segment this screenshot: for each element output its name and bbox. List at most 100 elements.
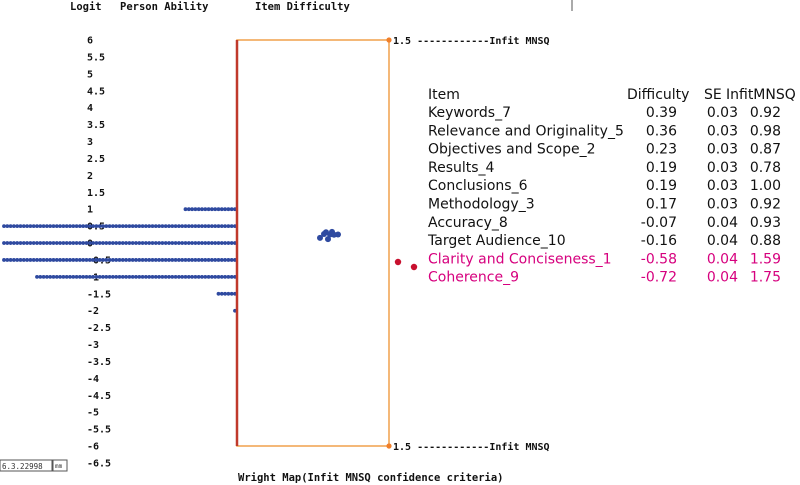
person-dot	[120, 274, 125, 279]
person-dot	[180, 224, 185, 229]
person-dot	[35, 258, 39, 262]
person-dot	[167, 241, 171, 245]
y-tick-label: -3	[87, 340, 99, 351]
person-dot	[213, 224, 218, 229]
person-dot	[200, 241, 204, 245]
y-tick-label: 1	[87, 205, 93, 216]
table-cell-difficulty: -0.72	[641, 270, 677, 286]
person-dot	[41, 258, 46, 262]
person-dot	[153, 274, 158, 279]
logit-header: Logit	[70, 1, 102, 13]
person-row	[2, 258, 237, 262]
corner-readout: 6.3.22998	[2, 462, 43, 471]
person-dot	[64, 258, 69, 262]
table-cell-infit: 0.78	[750, 160, 781, 176]
person-dot	[216, 224, 221, 229]
person-dot	[28, 258, 33, 262]
table-cell-item: Objectives and Scope_2	[428, 142, 595, 158]
table-cell-se: 0.04	[707, 215, 738, 231]
person-dot	[35, 224, 39, 229]
person-dot	[203, 274, 208, 279]
table-cell-difficulty: -0.07	[641, 215, 677, 231]
person-dot	[180, 274, 185, 279]
person-dot	[2, 224, 6, 229]
person-dot	[186, 258, 191, 262]
table-cell-item: Relevance and Originality_5	[428, 123, 624, 139]
person-dot	[107, 224, 112, 229]
person-dot	[91, 258, 95, 262]
person-dot	[177, 224, 181, 229]
table-cell-difficulty: -0.58	[641, 251, 677, 267]
person-dot	[120, 224, 125, 229]
person-row	[183, 207, 237, 212]
person-dot	[87, 274, 92, 279]
person-dot	[45, 241, 49, 245]
person-dot	[147, 224, 152, 229]
person-dot	[173, 258, 178, 262]
person-dot	[18, 258, 23, 262]
chart-caption: Wright Map(Infit MNSQ confidence criteri…	[238, 472, 504, 484]
person-dot	[219, 291, 224, 296]
person-dot	[68, 258, 72, 262]
table-cell-se: 0.03	[707, 197, 738, 213]
misfit-dot-clarity	[394, 258, 402, 266]
person-dot	[210, 224, 214, 229]
person-dot	[41, 274, 46, 279]
person-dot	[107, 274, 112, 279]
person-dot	[71, 274, 76, 279]
y-tick-label: 2	[87, 171, 93, 182]
person-dot	[219, 241, 224, 245]
item-dot	[321, 230, 327, 237]
person-dot	[71, 241, 76, 245]
person-dot	[160, 274, 165, 279]
person-dot	[104, 258, 109, 262]
infit-label-top: 1.5 ------------Infit MNSQ	[393, 35, 550, 47]
person-dot	[177, 241, 181, 245]
person-dot	[193, 258, 198, 262]
y-axis-ticks: 65.554.543.532.521.510.50-0.5-1-1.5-2-2.…	[87, 36, 111, 470]
person-dot	[21, 258, 26, 262]
person-dot	[91, 274, 95, 279]
person-dot	[226, 241, 231, 245]
person-dot	[5, 241, 10, 245]
person-dot	[104, 274, 109, 279]
person-dot	[35, 241, 39, 245]
person-dot	[167, 274, 171, 279]
person-dot	[167, 258, 171, 262]
person-dot	[167, 224, 171, 229]
y-tick-label: 5.5	[87, 52, 105, 63]
person-dot	[81, 241, 86, 245]
person-dot	[58, 224, 62, 229]
y-tick-label: 2.5	[87, 154, 105, 165]
person-dot	[173, 241, 178, 245]
corner-icon	[52, 459, 68, 472]
person-dot	[196, 207, 201, 212]
person-dot	[147, 274, 152, 279]
person-dot	[200, 224, 204, 229]
person-dot	[41, 241, 46, 245]
person-dot	[84, 241, 89, 245]
y-tick-label: -6	[87, 442, 99, 453]
person-dot	[111, 258, 115, 262]
person-dot	[94, 224, 99, 229]
person-dot	[117, 258, 122, 262]
person-dot	[193, 241, 198, 245]
y-tick-label: -6.5	[87, 459, 111, 470]
person-dot	[186, 274, 191, 279]
person-dot	[170, 224, 175, 229]
person-dot	[229, 274, 234, 279]
person-row	[2, 224, 237, 229]
person-dot	[78, 241, 82, 245]
person-dot	[107, 241, 112, 245]
person-dot	[91, 241, 95, 245]
person-dot	[78, 274, 82, 279]
person-dot	[226, 291, 231, 296]
person-dot	[54, 241, 59, 245]
person-dot	[157, 241, 162, 245]
person-dot	[140, 224, 145, 229]
person-dot	[163, 274, 168, 279]
person-dot	[5, 258, 10, 262]
person-dot	[12, 224, 16, 229]
table-cell-item: Results_4	[428, 160, 495, 176]
table-cell-difficulty: 0.19	[646, 160, 677, 176]
